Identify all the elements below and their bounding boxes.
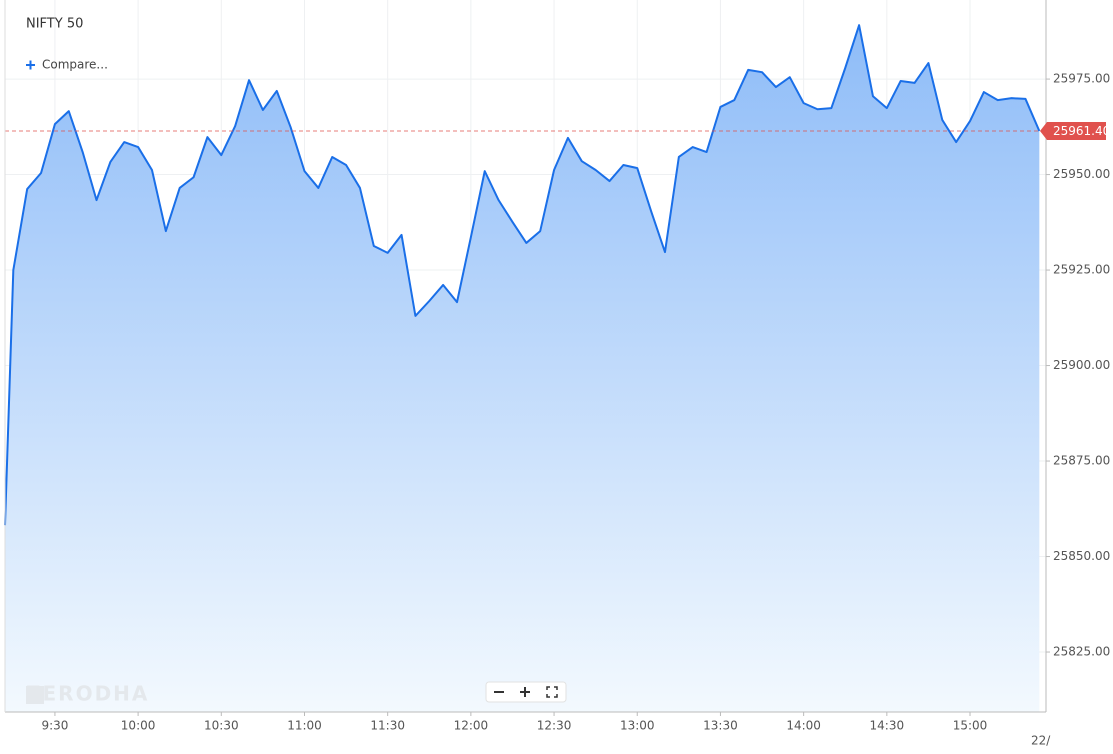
y-tick-label: 25950.00: [1053, 167, 1110, 181]
x-tick-label: 13:00: [620, 719, 655, 733]
plot: [4, 24, 1046, 712]
compare-button[interactable]: Compare...: [26, 58, 108, 72]
area-fill: [5, 25, 1040, 712]
y-tick-label: 25925.00: [1053, 263, 1110, 277]
y-tick-label: 25900.00: [1053, 358, 1110, 372]
x-tick-label: 12:00: [454, 719, 489, 733]
x-tick-label: 14:00: [786, 719, 821, 733]
y-tick-label: 25825.00: [1053, 645, 1110, 659]
watermark: ZERODHA: [26, 682, 149, 706]
last-price-marker: [1040, 122, 1106, 141]
fullscreen[interactable]: [546, 686, 558, 698]
x-tick-label: 15:00: [953, 719, 988, 733]
x-tick-label: 13:30: [703, 719, 738, 733]
y-tick-label: 25975.00: [1053, 72, 1110, 86]
watermark-logo: [26, 686, 44, 704]
x-tick-label: 11:00: [287, 719, 322, 733]
price-line: [4, 24, 1041, 526]
plus-icon: [26, 60, 35, 70]
compare-label[interactable]: Compare...: [42, 58, 108, 72]
zoom-in[interactable]: [520, 687, 530, 697]
x-tick-label: 9:30: [41, 719, 68, 733]
axes: 25825.00 25850.00 25875.00 25900.00 25925.00…: [41, 72, 1110, 748]
x-tick-label: 10:00: [121, 719, 156, 733]
y-tick-label: 25850.00: [1053, 549, 1110, 563]
chart-title: NIFTY 50: [26, 17, 83, 32]
last-price-label: 25961.40: [1053, 124, 1110, 138]
x-tick-label: 12:30: [537, 719, 572, 733]
zoom-controls: [485, 681, 567, 703]
x-tick-label: 10:30: [204, 719, 239, 733]
x-tick-label: 11:30: [370, 719, 405, 733]
date-label: 22/: [1031, 734, 1051, 748]
y-tick-label: 25875.00: [1053, 454, 1110, 468]
x-tick-label: 14:30: [870, 719, 905, 733]
